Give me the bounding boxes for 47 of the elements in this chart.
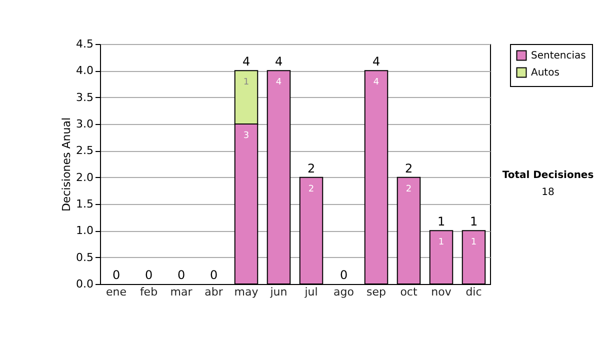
total-label: 4 (274, 54, 283, 69)
total-label: 0 (177, 268, 186, 282)
total-label: 2 (307, 161, 316, 176)
data-label: 4 (373, 78, 380, 88)
data-label: 1 (470, 238, 477, 248)
y-tick-label: 3.0 (76, 118, 94, 130)
y-tick-label: 2.5 (76, 144, 94, 158)
x-tick-label: oct (400, 286, 418, 298)
data-label: 1 (438, 238, 444, 248)
x-tick-label: ago (334, 286, 354, 298)
total-label: 4 (242, 54, 250, 69)
x-tick-label: mar (170, 286, 193, 298)
text: 18 (540, 187, 556, 198)
data-label: 3 (243, 131, 250, 141)
y-tick-label: 1.0 (76, 224, 94, 238)
y-tick-label: 0.5 (76, 250, 94, 264)
x-tick-label: jul (304, 286, 318, 298)
y-tick-label: 1.5 (76, 198, 94, 210)
y-tick-label: 4.0 (76, 64, 94, 78)
total-label: 4 (372, 54, 380, 69)
y-tick-label: 2.0 (76, 170, 94, 184)
legend-label: Autos (531, 68, 560, 78)
x-tick-label: dic (466, 286, 482, 298)
total-label: 2 (404, 161, 413, 176)
total-label: 1 (437, 214, 446, 229)
y-axis-title: Decisiones Anual (60, 117, 74, 212)
text: Total Decisiones (501, 170, 595, 181)
x-tick-label: feb (140, 286, 158, 298)
data-label: 2 (406, 184, 412, 194)
x-tick-label: ene (106, 286, 127, 298)
x-tick-label: may (234, 286, 259, 298)
data-label: 1 (243, 78, 250, 88)
data-label: 2 (308, 184, 314, 194)
total-label: 0 (340, 268, 348, 282)
y-tick-label: 3.5 (76, 90, 94, 104)
x-tick-label: jun (269, 286, 288, 298)
legend-label: Sentencias (531, 50, 586, 62)
x-tick-label: abr (204, 286, 224, 298)
data-label: 4 (276, 78, 282, 88)
total-label: 0 (144, 268, 153, 282)
total-label: 0 (210, 268, 218, 282)
y-tick-label: 0.0 (76, 278, 94, 290)
total-label: 1 (470, 214, 478, 229)
total-label: 0 (112, 268, 120, 282)
x-tick-label: sep (366, 286, 386, 298)
y-tick-label: 4.5 (76, 38, 94, 50)
x-tick-label: nov (431, 286, 452, 298)
